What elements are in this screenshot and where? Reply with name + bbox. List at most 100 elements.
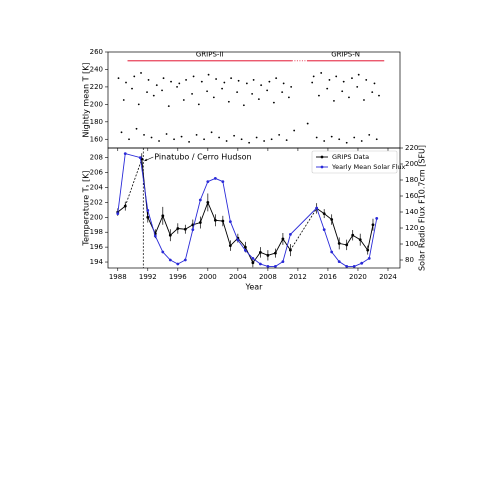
y-tick-label: 200 bbox=[90, 100, 103, 108]
data-point bbox=[206, 201, 210, 204]
data-point bbox=[358, 238, 362, 242]
data-point bbox=[328, 79, 331, 81]
data-point bbox=[322, 212, 326, 215]
data-point bbox=[230, 77, 233, 80]
data-point bbox=[348, 96, 350, 99]
data-point bbox=[368, 134, 371, 136]
data-point bbox=[120, 131, 123, 134]
y-tick-label: 160 bbox=[90, 135, 103, 143]
data-point bbox=[357, 73, 360, 76]
data-point bbox=[188, 140, 190, 143]
data-point bbox=[161, 250, 165, 254]
y2-tick-label: 140 bbox=[405, 208, 418, 216]
data-point bbox=[225, 140, 228, 142]
data-point bbox=[178, 82, 181, 85]
data-point bbox=[371, 223, 375, 227]
y-tick-label: 260 bbox=[90, 48, 103, 56]
y2-tick-label: 120 bbox=[405, 224, 418, 232]
x-tick-label: 1992 bbox=[139, 273, 157, 281]
data-point bbox=[176, 86, 178, 88]
data-point bbox=[182, 99, 185, 101]
data-point bbox=[360, 140, 363, 142]
data-point bbox=[345, 141, 348, 144]
data-point bbox=[146, 209, 150, 212]
data-point bbox=[123, 152, 127, 156]
data-point bbox=[213, 218, 217, 222]
data-point bbox=[345, 265, 349, 268]
data-point bbox=[165, 133, 168, 135]
data-point bbox=[371, 91, 374, 94]
data-point bbox=[243, 245, 247, 249]
data-point bbox=[128, 138, 130, 141]
data-point bbox=[236, 238, 240, 242]
data-point bbox=[212, 96, 215, 99]
data-point bbox=[251, 257, 255, 260]
data-point bbox=[183, 258, 187, 262]
data-point bbox=[227, 100, 230, 103]
data-point bbox=[146, 91, 148, 94]
data-point bbox=[375, 138, 378, 141]
data-point bbox=[290, 86, 293, 88]
data-point bbox=[312, 75, 315, 78]
data-point bbox=[341, 90, 344, 93]
data-point bbox=[161, 214, 165, 218]
data-point bbox=[147, 79, 150, 81]
data-point bbox=[200, 80, 203, 83]
data-point bbox=[333, 99, 335, 102]
x-tick-label: 1996 bbox=[169, 273, 187, 281]
y-tick-label: 180 bbox=[90, 118, 103, 126]
y-tick-label: 208 bbox=[90, 154, 103, 162]
data-point bbox=[293, 129, 296, 132]
data-point bbox=[337, 260, 341, 263]
data-point bbox=[266, 89, 269, 92]
data-point bbox=[152, 94, 155, 97]
data-point bbox=[206, 180, 210, 184]
data-point bbox=[353, 136, 356, 139]
data-point bbox=[266, 253, 270, 257]
data-point bbox=[320, 72, 323, 74]
x-tick-label: 1988 bbox=[109, 273, 127, 281]
legend-marker bbox=[320, 165, 324, 169]
data-point bbox=[251, 261, 255, 265]
data-point bbox=[140, 72, 142, 74]
data-point bbox=[360, 261, 364, 265]
data-point bbox=[143, 134, 145, 136]
data-point bbox=[198, 221, 202, 224]
x-tick-label: 2012 bbox=[289, 273, 307, 281]
data-point bbox=[236, 91, 239, 94]
data-point bbox=[221, 87, 223, 90]
data-point bbox=[210, 131, 213, 134]
x-tick-label: 2024 bbox=[379, 273, 397, 281]
data-point bbox=[326, 87, 329, 90]
data-point bbox=[137, 103, 140, 106]
y-tick-label: 200 bbox=[90, 213, 103, 221]
data-point bbox=[221, 180, 225, 184]
data-point bbox=[153, 234, 157, 238]
data-point bbox=[198, 198, 202, 202]
data-point bbox=[158, 140, 160, 142]
legend-marker bbox=[320, 155, 324, 159]
y2-tick-label: 220 bbox=[405, 144, 418, 152]
data-point bbox=[268, 80, 271, 83]
data-point bbox=[125, 81, 127, 84]
data-point bbox=[233, 134, 236, 137]
data-point bbox=[131, 87, 133, 90]
data-point bbox=[335, 75, 338, 78]
data-point bbox=[258, 262, 262, 266]
series-line bbox=[117, 153, 378, 267]
y-tick-label: 196 bbox=[90, 243, 104, 251]
y-tick-label: 198 bbox=[90, 228, 103, 236]
data-point bbox=[135, 127, 138, 130]
y2-tick-label: 100 bbox=[405, 240, 418, 248]
x-tick-label: 2008 bbox=[259, 273, 277, 281]
data-point bbox=[176, 262, 180, 266]
data-point bbox=[176, 227, 180, 230]
data-point bbox=[366, 248, 370, 252]
y2-tick-label: 160 bbox=[405, 192, 418, 200]
data-point bbox=[289, 248, 292, 252]
x-tick-label: 2020 bbox=[349, 273, 367, 281]
y-tick-label: 220 bbox=[90, 83, 103, 91]
data-point bbox=[237, 79, 240, 82]
x-tick-label: 2000 bbox=[199, 273, 217, 281]
data-point bbox=[351, 233, 355, 237]
